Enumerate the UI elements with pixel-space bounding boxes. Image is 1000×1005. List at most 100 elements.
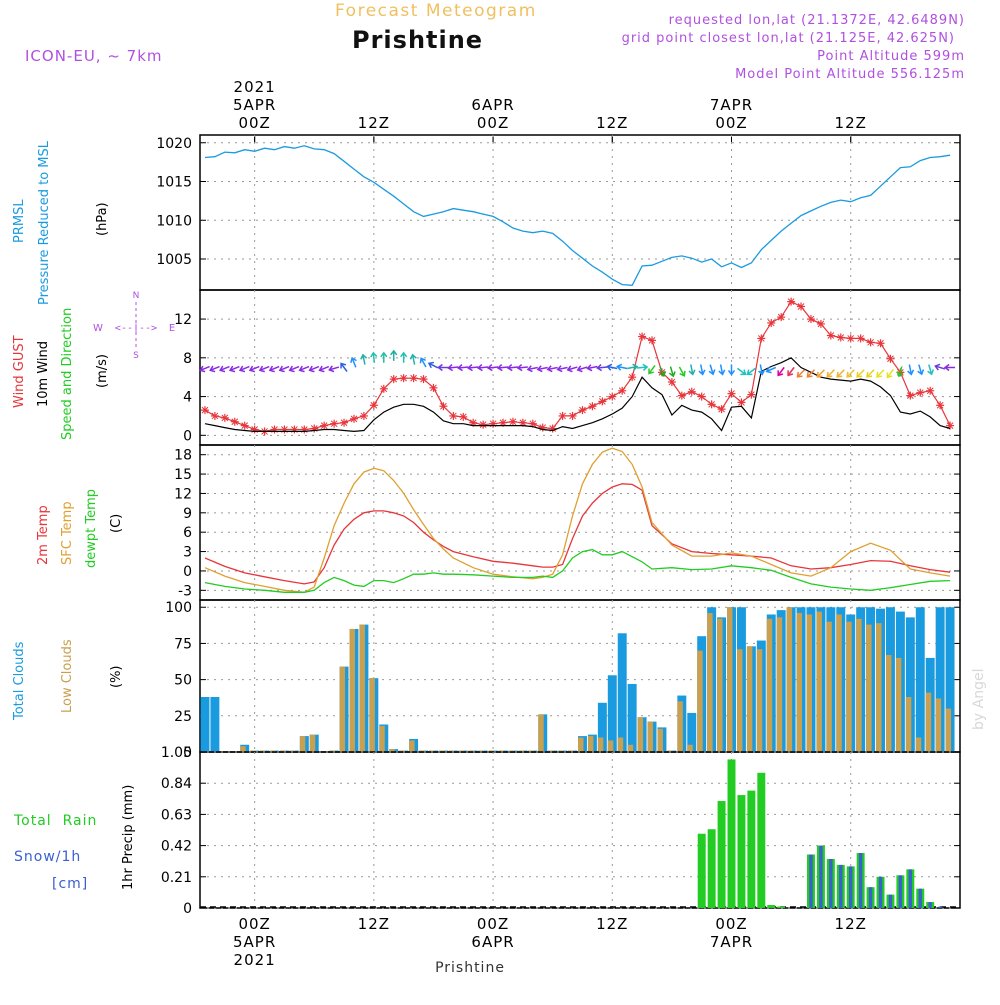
wind-arrow [896, 366, 904, 378]
gust-marker-d2 [350, 415, 358, 423]
wind-arrow-head [698, 369, 706, 376]
low-cloud-bar [796, 613, 803, 752]
wind-arrow-shaft [617, 365, 628, 370]
y-tick-label: 50 [174, 673, 192, 689]
snow-bar [908, 869, 913, 908]
gust-marker [737, 398, 746, 407]
wind-arrow-head [934, 363, 941, 371]
wind-arrow-shaft [587, 365, 598, 370]
gust-marker [489, 419, 498, 428]
wind-arrow-head [648, 368, 655, 375]
product-title: Forecast Meteogram [335, 1, 537, 21]
time-label: 00Z [238, 915, 270, 933]
y-tick-label: 75 [174, 636, 192, 652]
gust-marker-d2 [340, 419, 348, 427]
wind-arrow-head [777, 370, 784, 377]
gust-marker-d2 [708, 400, 715, 408]
wind-arrow-shaft [229, 365, 240, 372]
wind-arrow-shaft [898, 366, 903, 377]
wind-arrow [268, 365, 280, 373]
gust-marker-d2 [360, 412, 368, 420]
rain-bar [697, 833, 706, 908]
gust-marker [638, 332, 647, 341]
y-tick-label: 0.63 [161, 807, 192, 823]
wind-arrow [934, 363, 946, 371]
wind-arrow [546, 365, 558, 373]
wind-arrow-shaft [918, 364, 923, 375]
low-cloud-bar [925, 692, 932, 752]
gust-marker-d2 [430, 384, 437, 392]
wind-arrow-shaft [299, 365, 310, 372]
wind-arrow [698, 364, 706, 376]
gust-marker-d2 [688, 388, 696, 396]
rain-bar [737, 795, 746, 908]
gust-marker-d2 [221, 414, 229, 422]
gust-marker [757, 334, 766, 343]
y-tick-label: 1005 [156, 252, 192, 268]
wind-arrow-shaft [420, 357, 427, 368]
wind-arrow-head [546, 365, 553, 373]
wind-arrow [476, 364, 489, 372]
gust-marker [936, 401, 945, 410]
gust-marker-d2 [380, 385, 388, 393]
gust-marker-d2 [698, 393, 706, 400]
rain-bar [707, 829, 716, 908]
low-cloud-bar [856, 618, 862, 752]
wind-arrow-head [209, 365, 216, 373]
wind-arrow-head [806, 371, 813, 378]
model-label: ICON-EU, ~ 7km [25, 47, 163, 65]
y-tick-label: -3 [178, 583, 192, 599]
wind-arrow [796, 369, 806, 378]
gust-marker-d2 [837, 334, 845, 341]
snow-bar [918, 888, 922, 908]
low-cloud-bar [409, 740, 415, 752]
wind-arrow-head [308, 365, 315, 373]
gust-marker-d2 [867, 338, 874, 346]
wind-arrow [427, 361, 439, 369]
wind-arrow [328, 365, 340, 373]
low-cloud-bar [935, 698, 942, 752]
gust-marker-d2 [787, 298, 795, 305]
y-tick-label: 0.42 [161, 839, 192, 855]
wind-arrow-head [668, 371, 676, 378]
wind-arrow [506, 364, 518, 372]
gust-marker-d2 [827, 332, 835, 339]
gust-marker-d2 [906, 392, 914, 399]
wind-unit-label: (m/s) [95, 354, 110, 388]
gust-marker-d2 [231, 418, 239, 426]
wind-arrow-shaft [269, 365, 280, 372]
wind-arrow-head [596, 364, 603, 372]
wind-arrow-head [360, 353, 368, 360]
gust-marker [797, 302, 806, 311]
wind-arrow [806, 369, 816, 378]
wind-arrow-head [248, 365, 256, 373]
wind-arrow-shaft [488, 366, 499, 369]
rain-bar [777, 906, 786, 908]
wind-arrow-shaft [411, 354, 416, 365]
low-cloud-bar [786, 607, 793, 752]
temp-unit-label: (C) [109, 514, 124, 533]
gust-marker [449, 411, 458, 420]
wind-arrow-shaft [340, 363, 348, 372]
gust-marker [399, 374, 408, 383]
wind-arrow [409, 353, 417, 365]
y-tick-label: 0 [183, 745, 192, 761]
low-cloud-bar [895, 657, 902, 752]
compass-e: E [169, 323, 175, 334]
gust-marker [330, 419, 339, 428]
wind-arrow-shaft [517, 366, 528, 369]
wind-arrow-shaft [846, 369, 855, 378]
wind-arrow-shaft [669, 366, 675, 377]
wind-arrow-head [228, 365, 236, 373]
wind-arrow [437, 363, 449, 372]
gust-marker-d2 [539, 424, 547, 431]
low-cloud-bar [697, 650, 703, 752]
low-cloud-bar [369, 678, 375, 752]
wind-arrow [736, 367, 747, 376]
wind-arrow-shaft [458, 366, 469, 369]
total-cloud-bar [945, 607, 955, 752]
wind-arrow-head [238, 365, 246, 373]
gust-marker [648, 336, 657, 345]
wind-arrow-shaft [759, 364, 764, 375]
gust-marker [389, 375, 398, 384]
